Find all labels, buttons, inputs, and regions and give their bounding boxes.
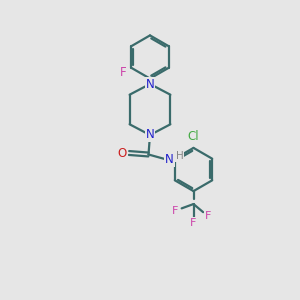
Text: N: N: [165, 153, 174, 166]
Text: H: H: [176, 151, 183, 161]
Text: N: N: [146, 128, 154, 142]
Text: F: F: [172, 206, 178, 216]
Text: F: F: [205, 212, 211, 221]
Text: Cl: Cl: [188, 130, 199, 143]
Text: O: O: [118, 146, 127, 160]
Text: F: F: [120, 66, 126, 79]
Text: F: F: [190, 218, 197, 228]
Text: N: N: [146, 77, 154, 91]
